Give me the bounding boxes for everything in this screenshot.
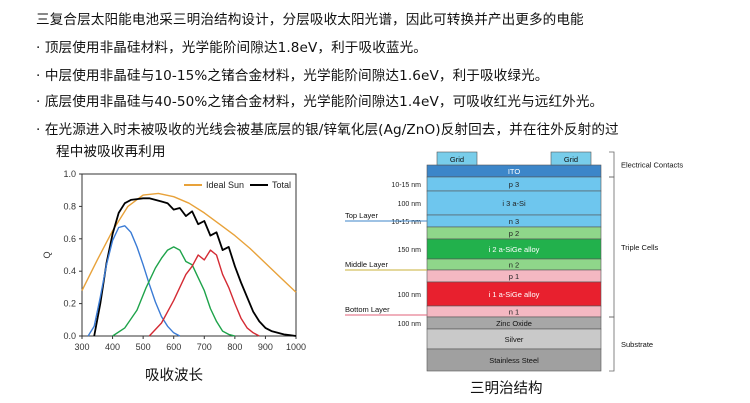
- y-tick-label: 0.4: [63, 266, 76, 276]
- bullet-middle-layer: · 中层使用非晶硅与10-15%之锗合金材料，光学能阶间隙达1.6eV，利于吸收…: [36, 68, 549, 84]
- series-line-total: [93, 197, 297, 337]
- layer-group-label: Top Layer: [345, 211, 378, 220]
- x-tick-label: 400: [105, 342, 120, 352]
- layer-thickness: 100 nm: [398, 201, 422, 208]
- layer-label: p 1: [509, 272, 519, 281]
- layer-label: i 1 a-SiGe alloy: [489, 290, 540, 299]
- bracket-label: Triple Cells: [621, 243, 658, 252]
- x-tick-label: 700: [197, 342, 212, 352]
- bracket-triple-cells: [609, 176, 615, 318]
- bullet-top-layer: · 顶层使用非晶硅材料，光学能阶间隙达1.8eV，利于吸收蓝光。: [36, 40, 427, 56]
- series-line-middle-cell: [112, 246, 236, 337]
- layer-label: ITO: [508, 167, 521, 176]
- layer-thickness: 10-15 nm: [391, 182, 421, 189]
- intro-line: 三复合层太阳能电池采三明治结构设计，分层吸收太阳光谱，因此可转换并产出更多的电能: [36, 12, 584, 28]
- quantum-efficiency-chart: 300 400 500 600 700 800 900 1000 0.0 0.2 0.4 0.6 0.8…: [42, 169, 306, 352]
- layer-group-label: Middle Layer: [345, 260, 388, 269]
- layer-13: [426, 348, 602, 372]
- legend-label: Total: [272, 180, 291, 190]
- x-tick-label: 900: [258, 342, 273, 352]
- layer-thickness: 100 nm: [398, 292, 422, 299]
- cell-stack-diagram: ITO p 3 10-15 nm i 3 a-Si 100 nm n 3 10-15 nm p…: [345, 151, 683, 372]
- series-line-ideal-sun: [81, 192, 297, 293]
- y-tick-label: 0.2: [63, 299, 76, 309]
- x-tick-label: 600: [166, 342, 181, 352]
- layer-9: [426, 281, 602, 307]
- series-line-bottom-cell: [148, 249, 260, 337]
- layer-thickness: 10-15 nm: [391, 219, 421, 226]
- plot-frame: [81, 173, 297, 337]
- layer-thickness: 100 nm: [398, 321, 422, 328]
- grid-contact-left: [436, 151, 478, 166]
- y-axis-label: Q: [42, 251, 52, 258]
- x-tick-label: 1000: [286, 342, 306, 352]
- stack-caption: 三明治结构: [470, 381, 543, 397]
- y-tick-label: 0.8: [63, 201, 76, 211]
- series-line-top-cell: [87, 225, 181, 337]
- layer-label: n 1: [509, 308, 519, 317]
- layer-label: i 2 a-SiGe alloy: [489, 245, 540, 254]
- x-tick-label: 500: [136, 342, 151, 352]
- layer-label: n 2: [509, 261, 519, 270]
- layer-group-label: Bottom Layer: [345, 305, 390, 314]
- layer-label: p 2: [509, 229, 519, 238]
- grid-contact-right: [550, 151, 592, 166]
- layer-label: n 3: [509, 217, 519, 226]
- y-tick-label: 1.0: [63, 169, 76, 179]
- bullet-reflection-cont: 程中被吸收再利用: [56, 144, 166, 160]
- grid-label: Grid: [450, 155, 464, 164]
- layer-label: Stainless Steel: [489, 356, 539, 365]
- x-tick-label: 800: [227, 342, 242, 352]
- layer-3: [426, 190, 602, 216]
- y-tick-label: 0.6: [63, 234, 76, 244]
- bullet-reflection: · 在光源进入时未被吸收的光线会被基底层的银/锌氧化层(Ag/ZnO)反射回去，…: [36, 122, 619, 138]
- bracket-label: Substrate: [621, 340, 653, 349]
- chart-caption: 吸收波长: [145, 368, 203, 384]
- legend-label: Ideal Sun: [206, 180, 244, 190]
- bracket-label: Electrical Contacts: [621, 161, 683, 170]
- bullet-bottom-layer: · 底层使用非晶硅与40-50%之锗合金材料，光学能阶间隙达1.4eV，可吸收红…: [36, 94, 604, 110]
- bracket-substrate: [609, 316, 615, 372]
- layer-label: Zinc Oxide: [496, 319, 532, 328]
- x-tick-label: 300: [74, 342, 89, 352]
- grid-label: Grid: [564, 155, 578, 164]
- bracket-contacts: [609, 151, 615, 178]
- layer-thickness: 150 nm: [398, 247, 422, 254]
- layer-label: i 3 a-Si: [502, 199, 526, 208]
- y-tick-label: 0.0: [63, 331, 76, 341]
- layer-label: Silver: [505, 335, 524, 344]
- layer-label: p 3: [509, 180, 519, 189]
